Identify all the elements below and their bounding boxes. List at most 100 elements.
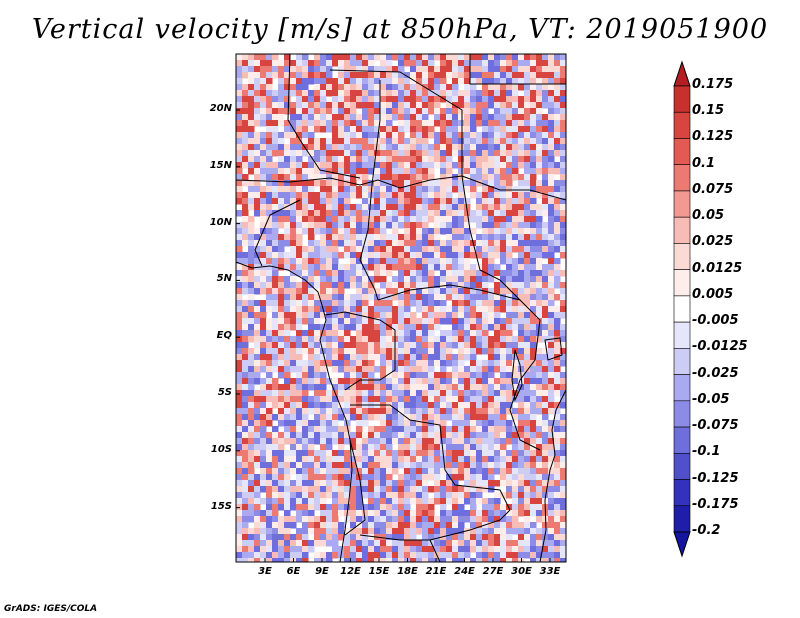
field-cell xyxy=(452,372,459,379)
field-cell xyxy=(272,456,279,463)
field-cell xyxy=(488,54,495,61)
field-cell xyxy=(332,420,339,427)
field-cell xyxy=(500,150,507,157)
field-cell xyxy=(554,240,561,247)
field-cell xyxy=(314,354,321,361)
field-cell xyxy=(398,450,405,457)
field-cell xyxy=(548,210,555,217)
field-cell xyxy=(452,186,459,193)
field-cell xyxy=(302,330,309,337)
field-cell xyxy=(416,348,423,355)
field-cell xyxy=(242,240,249,247)
field-cell xyxy=(242,504,249,511)
field-cell xyxy=(548,558,555,562)
field-cell xyxy=(518,504,525,511)
field-cell xyxy=(476,282,483,289)
field-cell xyxy=(536,528,543,535)
field-cell xyxy=(362,78,369,85)
field-cell xyxy=(452,234,459,241)
field-cell xyxy=(494,366,501,373)
field-cell xyxy=(344,300,351,307)
field-cell xyxy=(410,372,417,379)
field-cell xyxy=(350,84,357,91)
field-cell xyxy=(488,276,495,283)
field-cell xyxy=(446,444,453,451)
field-cell xyxy=(500,270,507,277)
field-cell xyxy=(494,102,501,109)
field-cell xyxy=(398,486,405,493)
field-cell xyxy=(506,192,513,199)
field-cell xyxy=(368,240,375,247)
field-cell xyxy=(242,528,249,535)
field-cell xyxy=(338,108,345,115)
field-cell xyxy=(518,486,525,493)
field-cell xyxy=(380,540,387,547)
field-cell xyxy=(500,318,507,325)
field-cell xyxy=(416,264,423,271)
field-cell xyxy=(380,558,387,562)
field-cell xyxy=(506,204,513,211)
field-cell xyxy=(350,150,357,157)
field-cell xyxy=(242,288,249,295)
field-cell xyxy=(380,138,387,145)
field-cell xyxy=(440,270,447,277)
field-cell xyxy=(332,510,339,517)
field-cell xyxy=(272,150,279,157)
field-cell xyxy=(476,390,483,397)
field-cell xyxy=(308,378,315,385)
field-cell xyxy=(458,294,465,301)
field-cell xyxy=(512,372,519,379)
field-cell xyxy=(242,324,249,331)
field-cell xyxy=(248,78,255,85)
field-cell xyxy=(404,90,411,97)
field-cell xyxy=(524,384,531,391)
field-cell xyxy=(530,510,537,517)
field-cell xyxy=(392,150,399,157)
field-cell xyxy=(476,144,483,151)
field-cell xyxy=(440,252,447,259)
field-cell xyxy=(560,282,566,289)
field-cell xyxy=(470,510,477,517)
field-cell xyxy=(296,360,303,367)
field-cell xyxy=(308,210,315,217)
field-cell xyxy=(278,408,285,415)
field-cell xyxy=(374,174,381,181)
field-cell xyxy=(398,330,405,337)
field-cell xyxy=(506,60,513,67)
field-cell xyxy=(494,306,501,313)
field-cell xyxy=(524,282,531,289)
field-cell xyxy=(512,240,519,247)
field-cell xyxy=(266,468,273,475)
field-cell xyxy=(362,420,369,427)
field-cell xyxy=(350,156,357,163)
field-cell xyxy=(422,528,429,535)
field-cell xyxy=(254,90,261,97)
field-cell xyxy=(512,432,519,439)
field-cell xyxy=(506,324,513,331)
field-cell xyxy=(512,96,519,103)
field-cell xyxy=(260,210,267,217)
field-cell xyxy=(386,534,393,541)
field-cell xyxy=(344,150,351,157)
field-cell xyxy=(470,120,477,127)
field-cell xyxy=(410,546,417,553)
field-cell xyxy=(278,210,285,217)
field-cell xyxy=(254,174,261,181)
field-cell xyxy=(416,480,423,487)
field-cell xyxy=(278,516,285,523)
colorbar-arrow-max xyxy=(673,60,691,87)
field-cell xyxy=(452,108,459,115)
field-cell xyxy=(326,102,333,109)
field-cell xyxy=(308,408,315,415)
field-cell xyxy=(368,360,375,367)
field-cell xyxy=(272,498,279,505)
field-cell xyxy=(332,240,339,247)
field-cell xyxy=(542,426,549,433)
field-cell xyxy=(326,402,333,409)
field-cell xyxy=(362,138,369,145)
field-cell xyxy=(272,90,279,97)
field-cell xyxy=(554,66,561,73)
field-cell xyxy=(548,546,555,553)
field-cell xyxy=(392,390,399,397)
field-cell xyxy=(362,372,369,379)
